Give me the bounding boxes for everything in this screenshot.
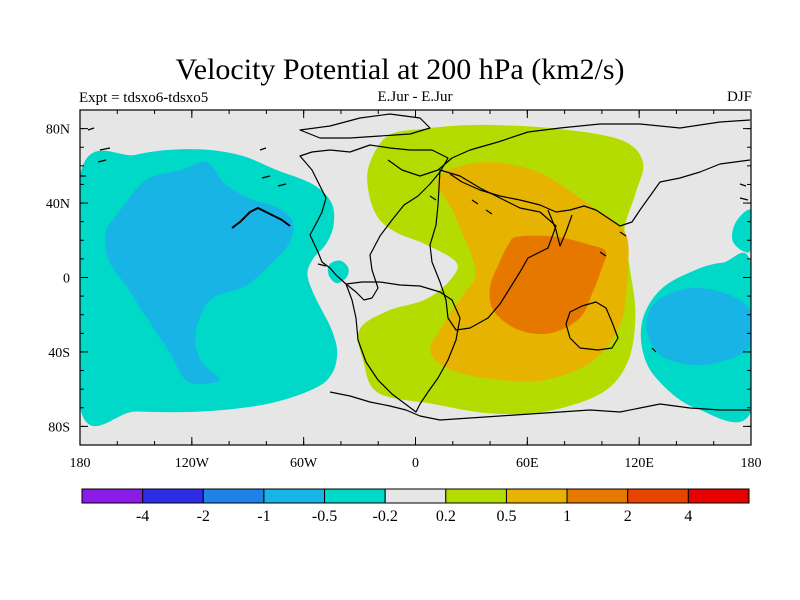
contour-region-small-negative-blob xyxy=(327,260,349,284)
contour-region-west-edge-negative xyxy=(80,250,92,275)
legend-label: -0.5 xyxy=(312,508,337,525)
legend-swatch xyxy=(566,488,629,504)
legend-label: 0.5 xyxy=(496,508,516,525)
legend-swatch xyxy=(324,488,386,504)
legend-label: -2 xyxy=(197,508,210,525)
color-legend: -4 -2 -1 -0.5 -0.2 0.2 0.5 1 2 4 xyxy=(81,488,750,525)
coastline-australia xyxy=(565,301,619,351)
period-label: E.Jur - E.Jur xyxy=(377,89,453,105)
legend-label: 1 xyxy=(563,508,571,525)
y-tick-label: 80S xyxy=(48,420,70,435)
coastline-india xyxy=(547,209,573,247)
legend-label: -1 xyxy=(257,508,270,525)
x-tick-label: 180 xyxy=(70,456,91,471)
chart-title: Velocity Potential at 200 hPa (km2/s) xyxy=(175,53,625,86)
contour-region-positive-inner xyxy=(489,235,607,335)
legend-label: 4 xyxy=(684,508,692,525)
y-tick-label: 40S xyxy=(48,346,70,361)
coastline-africa xyxy=(429,169,557,331)
coastlines xyxy=(80,113,751,421)
contour-region-pacific-negative-inner xyxy=(105,161,294,385)
coastline-north-america xyxy=(299,144,449,301)
legend-label: 2 xyxy=(624,508,632,525)
legend-swatch xyxy=(627,488,689,504)
y-tick-label: 40N xyxy=(46,197,70,212)
legend-swatch xyxy=(384,488,447,504)
legend-label: -4 xyxy=(136,508,149,525)
legend-swatch xyxy=(202,488,265,504)
coastline-eurasia xyxy=(387,119,751,227)
legend-swatch xyxy=(505,488,568,504)
x-tick-label: 120W xyxy=(175,456,210,471)
legend-swatch xyxy=(142,488,204,504)
legend-swatch xyxy=(263,488,326,504)
legend-label: 0.2 xyxy=(436,508,456,525)
coastline-south-america xyxy=(345,281,461,413)
contour-region-dateline-negative-inner xyxy=(646,287,751,366)
coastline-antarctica xyxy=(329,391,750,421)
x-tick-label: 180 xyxy=(741,456,762,471)
legend-swatch xyxy=(445,488,507,504)
coastline-greenland xyxy=(299,113,431,139)
legend-label: -0.2 xyxy=(373,508,398,525)
contour-region-east-edge-negative xyxy=(731,209,751,253)
y-tick-label: 80N xyxy=(46,123,70,138)
contour-fills xyxy=(80,124,751,427)
experiment-label: Expt = tdsxo6-tdsxo5 xyxy=(79,90,209,106)
season-label: DJF xyxy=(726,89,752,105)
coastline-island-arc xyxy=(231,207,291,229)
x-tick-label: 0 xyxy=(412,456,419,471)
coastline-islands xyxy=(80,127,749,353)
legend-swatch xyxy=(81,488,144,504)
x-tick-label: 60W xyxy=(290,456,318,471)
y-tick-label: 0 xyxy=(63,272,70,287)
x-tick-label: 120E xyxy=(624,456,654,471)
axes: 180 120W 60W 0 60E 120E 180 80N 40N 0 40S 80S xyxy=(46,110,762,471)
legend-swatch xyxy=(687,488,750,504)
x-tick-label: 60E xyxy=(516,456,539,471)
